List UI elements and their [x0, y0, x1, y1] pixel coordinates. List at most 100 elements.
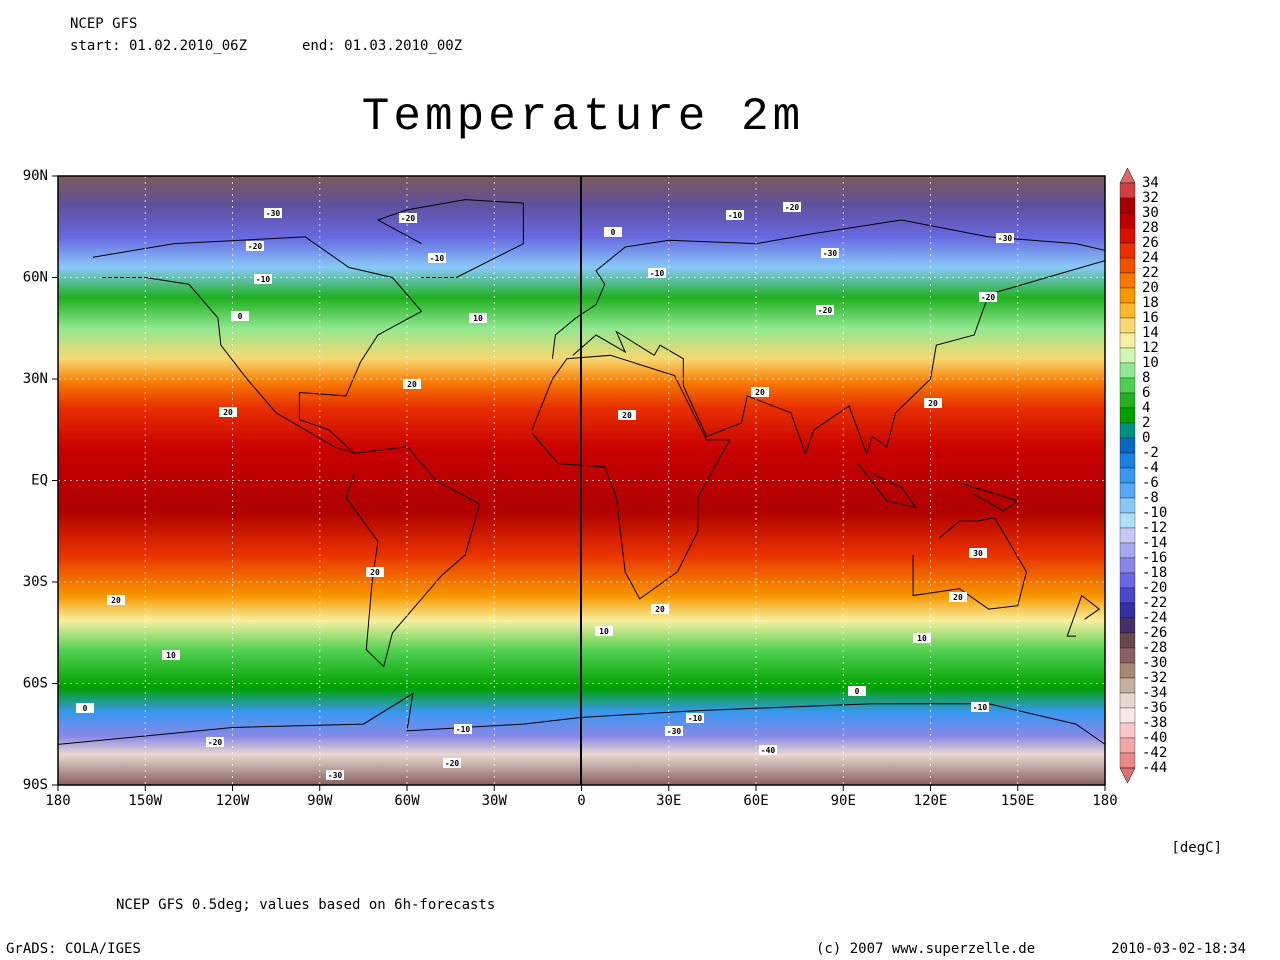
- contour-label-box: [595, 626, 613, 636]
- colorbar-box: [1119, 587, 1136, 604]
- contour-label: -20: [981, 293, 996, 302]
- contour-label: 20: [755, 388, 765, 397]
- footer-timestamp: 2010-03-02-18:34: [1111, 941, 1246, 957]
- colorbar-box: [1119, 422, 1136, 439]
- footer-copyright: (c) 2007 www.superzelle.de: [816, 941, 1035, 957]
- contour-label-box: [219, 407, 237, 417]
- header-start: start: 01.02.2010_06Z: [70, 38, 247, 54]
- lon-label: 0: [577, 793, 585, 809]
- contour-label: 20: [928, 399, 938, 408]
- contour-label-box: [783, 202, 801, 212]
- lat-label: 60N: [23, 270, 48, 286]
- colorbar-box: [1119, 212, 1136, 229]
- contour-label: 10: [473, 314, 483, 323]
- contour-label: -10: [456, 725, 471, 734]
- lat-label: 90S: [23, 777, 48, 793]
- colorbar-box: [1119, 482, 1136, 499]
- lat-label: 30S: [23, 574, 48, 590]
- colorbar-label: 24: [1142, 250, 1159, 266]
- footer-grads: GrADS: COLA/IGES: [6, 941, 141, 957]
- colorbar-box: [1119, 437, 1136, 454]
- contour-label: -30: [667, 727, 682, 736]
- contour-label: 20: [953, 593, 963, 602]
- colorbar-box: [1119, 332, 1136, 349]
- contour-label-box: [366, 567, 384, 577]
- colorbar-box: [1119, 707, 1136, 724]
- coastline: [92, 236, 423, 454]
- colorbar-box: [1119, 242, 1136, 259]
- contour-label: -20: [785, 203, 800, 212]
- colorbar-label: 6: [1142, 385, 1150, 401]
- contour-label-box: [618, 410, 636, 420]
- colorbar-arrow-bottom: [1119, 767, 1136, 784]
- contour-label-box: [428, 253, 446, 263]
- colorbar-arrow-top: [1119, 167, 1136, 184]
- colorbar-box: [1119, 572, 1136, 589]
- colorbar-box: [1119, 197, 1136, 214]
- contour-label-box: [403, 379, 421, 389]
- colorbar-label: -18: [1142, 565, 1167, 581]
- footer-note: NCEP GFS 0.5deg; values based on 6h-fore…: [116, 897, 495, 913]
- contour-label: -10: [430, 254, 445, 263]
- colorbar-box: [1119, 407, 1136, 424]
- colorbar-label: -2: [1142, 445, 1159, 461]
- contour-label-box: [231, 311, 249, 321]
- contour-label-box: [913, 633, 931, 643]
- colorbar-label: -34: [1142, 685, 1167, 701]
- colorbar-label: -6: [1142, 475, 1159, 491]
- contour-label: -10: [973, 703, 988, 712]
- unit-label: [degC]: [1171, 840, 1222, 856]
- colorbar-box: [1119, 632, 1136, 649]
- lat-label: 90N: [23, 168, 48, 184]
- colorbar-box: [1119, 317, 1136, 334]
- contour-label-box: [648, 268, 666, 278]
- contour-label-box: [469, 313, 487, 323]
- colorbar-label: 30: [1142, 205, 1159, 221]
- contour-label: -20: [208, 738, 223, 747]
- contour-label: -20: [818, 306, 833, 315]
- contour-label: -20: [445, 759, 460, 768]
- colorbar-box: [1119, 497, 1136, 514]
- contour-label-box: [816, 305, 834, 315]
- contour-label-box: [924, 398, 942, 408]
- coastline: [857, 463, 918, 509]
- colorbar-box: [1119, 692, 1136, 709]
- contour-label-box: [751, 387, 769, 397]
- colorbar-label: -12: [1142, 520, 1167, 536]
- contour-label-box: [726, 210, 744, 220]
- contour-label-box: [821, 248, 839, 258]
- contour-label-box: [996, 233, 1014, 243]
- lon-label: 60E: [743, 793, 768, 809]
- colorbar-box: [1119, 527, 1136, 544]
- colorbar-label: 34: [1142, 175, 1159, 191]
- colorbar-label: 16: [1142, 310, 1159, 326]
- contour-label: -20: [248, 242, 263, 251]
- contour-label: -30: [998, 234, 1013, 243]
- lat-label: EQ: [31, 473, 48, 489]
- contour-label-box: [246, 241, 264, 251]
- colorbar-box: [1119, 182, 1136, 199]
- contour-label-box: [969, 548, 987, 558]
- colorbar-box: [1119, 257, 1136, 274]
- lon-label: 180: [1092, 793, 1117, 809]
- lon-label: 90W: [307, 793, 333, 809]
- contour-label: -30: [328, 771, 343, 780]
- colorbar-box: [1119, 272, 1136, 289]
- lon-label: 60W: [394, 793, 420, 809]
- contour-label: 10: [166, 651, 176, 660]
- colorbar-label: -14: [1142, 535, 1167, 551]
- colorbar-label: -36: [1142, 700, 1167, 716]
- colorbar-label: 18: [1142, 295, 1159, 311]
- lat-label: 60S: [23, 676, 48, 692]
- contour-label: 20: [111, 596, 121, 605]
- colorbar-label: -22: [1142, 595, 1167, 611]
- colorbar-box: [1119, 392, 1136, 409]
- colorbar-box: [1119, 647, 1136, 664]
- lon-label: 180: [45, 793, 70, 809]
- contour-label: -20: [401, 214, 416, 223]
- colorbar-label: 22: [1142, 265, 1159, 281]
- contour-label: 0: [611, 228, 616, 237]
- contour-label: -40: [761, 746, 776, 755]
- contour-label: 20: [622, 411, 632, 420]
